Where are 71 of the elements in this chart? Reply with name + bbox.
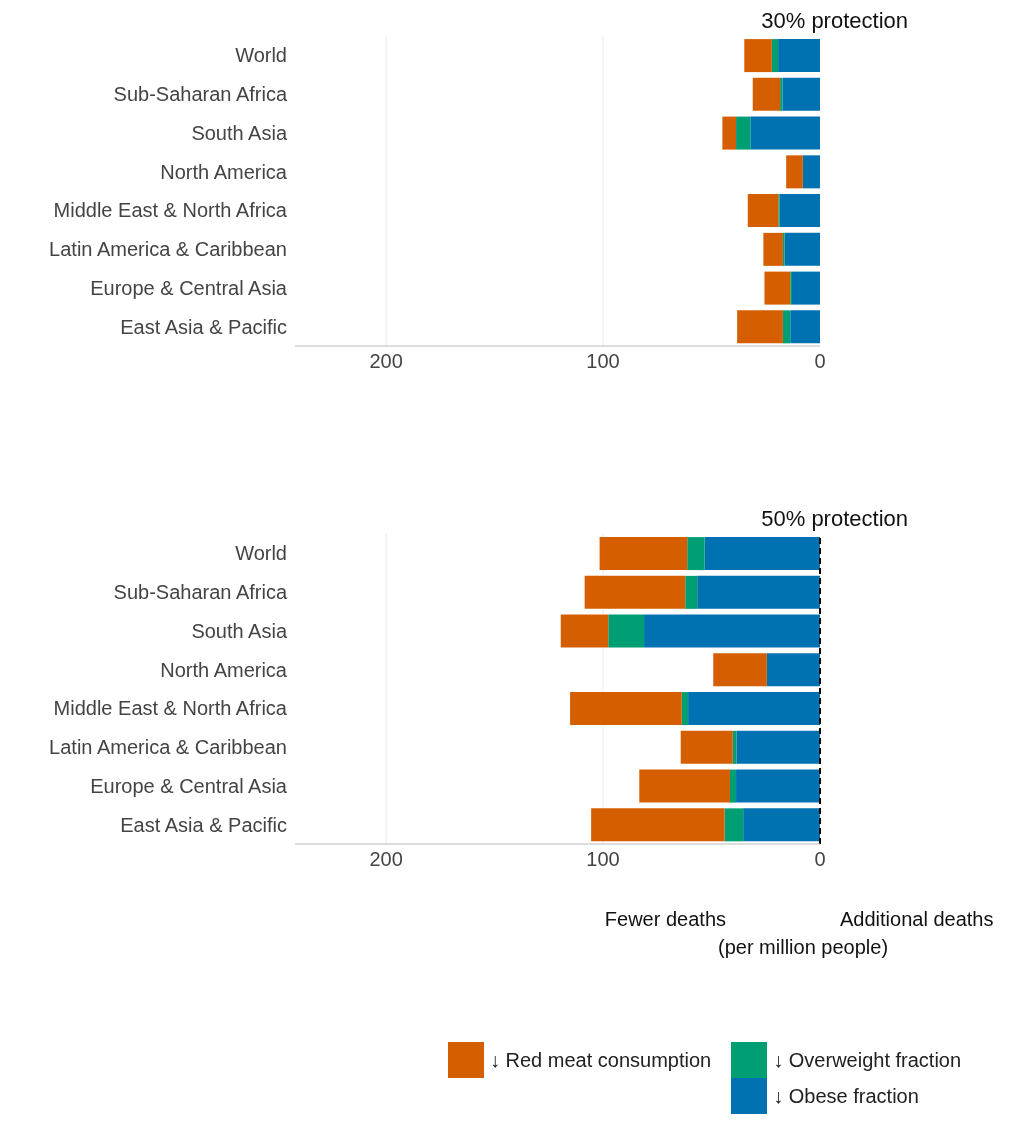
bar [771,39,779,73]
bar [792,271,820,305]
bar [779,194,820,228]
bar [766,653,820,687]
bar [747,194,779,228]
bar [644,614,820,648]
text: Fewer deaths [604,908,726,931]
bar [704,537,820,571]
bar [608,614,645,648]
y-tick-label: Middle East & North Africa [53,697,288,720]
bar [639,769,730,803]
bar [744,39,772,73]
chart-title: 30% protection [760,8,908,35]
bar [599,537,688,571]
bar [687,537,705,571]
bar [790,310,820,344]
y-tick-label: Sub-Saharan Africa [113,581,288,604]
bar [764,271,791,305]
bar [752,77,781,111]
y-tick-label: South Asia [191,619,288,642]
bar [680,730,733,764]
bar [560,614,609,648]
bar [591,808,725,842]
bar [685,575,698,609]
bar [722,116,737,150]
x-axis-title: (per million people) [718,936,889,959]
y-tick-label: North America [160,160,288,183]
bar [786,155,803,189]
bar [763,232,783,266]
x-tick-label: 0 [814,848,826,871]
y-tick-label: East Asia & Pacific [120,315,287,338]
bar [737,310,783,344]
bar [778,39,820,73]
bar [724,808,744,842]
bar [736,116,751,150]
y-tick-label: East Asia & Pacific [120,813,287,836]
bar [782,77,820,111]
bar [743,808,820,842]
bar [802,155,820,189]
y-tick-label: South Asia [191,121,288,144]
legend-label: ↓ Obese fraction [773,1084,919,1108]
y-tick-label: North America [160,658,288,681]
bar [750,116,820,150]
x-tick-label: 100 [586,848,620,871]
bar [584,575,686,609]
bar [782,310,791,344]
y-tick-label: Latin America & Caribbean [49,736,287,759]
bar [681,692,689,726]
y-tick-label: Europe & Central Asia [90,276,288,299]
chart-title: 50% protection [760,506,908,533]
legend-label: ↓ Overweight fraction [773,1048,962,1072]
y-tick-label: Sub-Saharan Africa [113,83,288,106]
y-tick-label: World [235,44,287,67]
x-tick-label: 0 [814,350,826,373]
bar [570,692,682,726]
bar [736,769,820,803]
bar [784,232,820,266]
bar [697,575,820,609]
bar [729,769,737,803]
bar [688,692,820,726]
bar [713,653,767,687]
y-tick-label: Latin America & Caribbean [49,238,287,261]
legend-label: ↓ Red meat consumption [490,1048,712,1072]
x-tick-label: 200 [369,350,403,373]
y-tick-label: Europe & Central Asia [90,774,288,797]
y-tick-label: Middle East & North Africa [53,199,288,222]
bar [736,730,820,764]
text: Additional deaths [840,908,994,931]
x-tick-label: 100 [586,350,620,373]
y-tick-label: World [235,542,287,565]
x-tick-label: 200 [369,848,403,871]
